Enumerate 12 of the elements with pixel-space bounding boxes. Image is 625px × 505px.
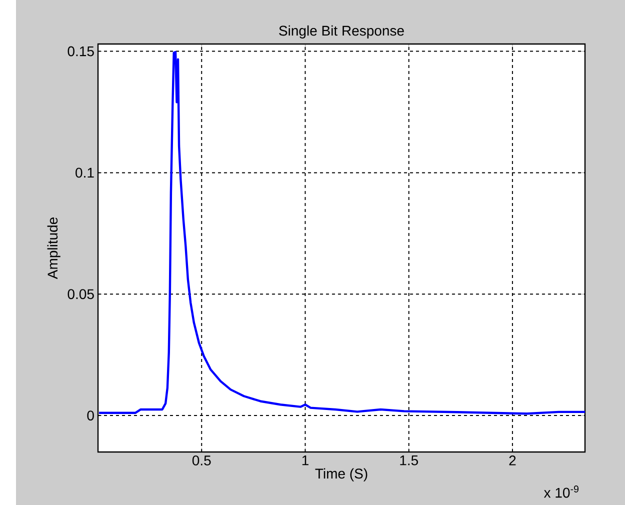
x-tick-label: 0.5 bbox=[192, 456, 211, 466]
chart-title: Single Bit Response bbox=[279, 25, 404, 38]
y-tick-label: 0.05 bbox=[68, 289, 94, 300]
x-tick-label: 2 bbox=[509, 456, 516, 466]
x-axis-title: Time (S) bbox=[315, 468, 368, 482]
y-tick-label: 0.1 bbox=[76, 168, 94, 178]
x-tick-label: 1.5 bbox=[400, 456, 418, 466]
y-axis-title: Amplitude bbox=[47, 217, 60, 280]
y-tick-label: 0.15 bbox=[68, 46, 94, 56]
y-tick-label: 0 bbox=[87, 410, 94, 421]
x-tick-label: 1 bbox=[302, 456, 308, 466]
text: x 10$^{-9}$ bbox=[544, 486, 578, 498]
